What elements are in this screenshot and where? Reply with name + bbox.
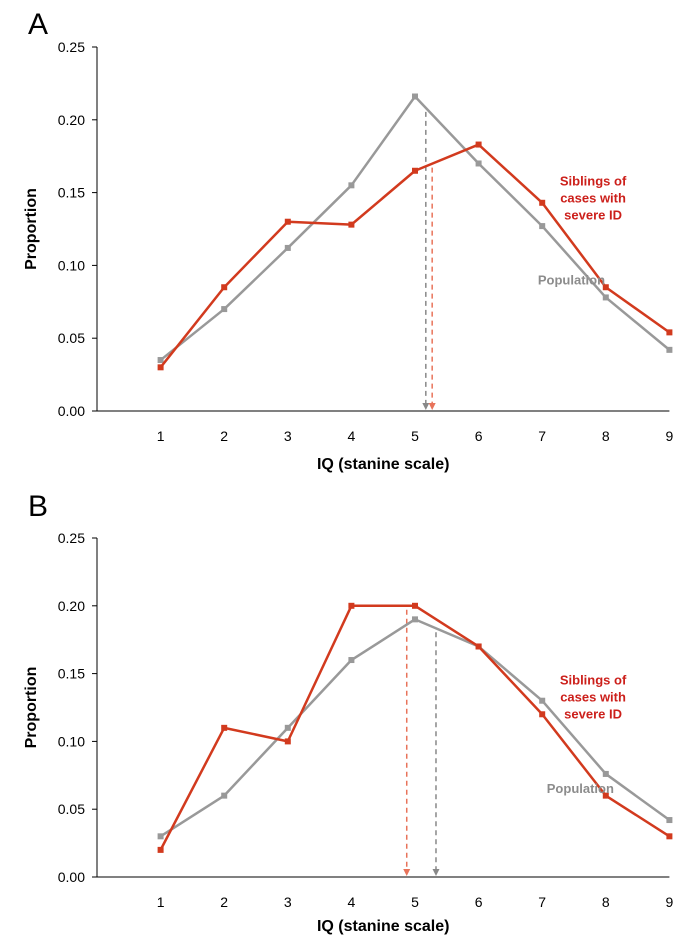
series-annotation: Population xyxy=(547,781,614,796)
data-point-population xyxy=(221,306,228,313)
data-point-population xyxy=(157,357,164,364)
x-tick-label: 7 xyxy=(538,894,546,910)
x-tick-label: 3 xyxy=(284,428,292,444)
series-annotation: Siblings of cases with severe ID xyxy=(560,672,627,721)
y-tick-label: 0.05 xyxy=(58,330,85,346)
y-tick-label: 0.20 xyxy=(58,112,85,128)
data-point-siblings-of-cases-with-severe-id xyxy=(412,167,418,174)
data-point-siblings-of-cases-with-severe-id xyxy=(475,643,482,650)
data-point-population xyxy=(348,182,355,189)
series-line-population xyxy=(159,95,671,362)
data-point-siblings-of-cases-with-severe-id xyxy=(539,711,546,718)
series-line-population xyxy=(159,618,671,838)
y-tick-label: 0.00 xyxy=(58,869,85,885)
data-point-siblings-of-cases-with-severe-id xyxy=(284,218,291,225)
x-tick-label: 8 xyxy=(602,894,610,910)
annotation-line: cases with xyxy=(560,190,626,205)
y-axis-label: Proportion xyxy=(23,188,40,270)
chart-b-svg: 0.00 0.05 0.10 0.15 0.20 0.25 1 2 3 4 5 6 7 8 9 IQ (sta… xyxy=(23,530,674,935)
x-tick-label: 9 xyxy=(666,428,674,444)
x-tick-label: 1 xyxy=(157,894,165,910)
y-axis-label: Proportion xyxy=(23,667,40,749)
x-tick-label: 5 xyxy=(411,428,419,444)
data-point-siblings-of-cases-with-severe-id xyxy=(475,141,482,148)
data-point-population xyxy=(412,616,418,623)
annotation-line: Population xyxy=(538,272,605,287)
data-point-population xyxy=(284,244,291,251)
data-point-siblings-of-cases-with-severe-id xyxy=(602,792,609,799)
mean-marker-arrowhead xyxy=(403,869,411,876)
y-tick-label: 0.15 xyxy=(58,185,85,201)
data-point-siblings-of-cases-with-severe-id xyxy=(157,846,164,853)
x-tick-label: 5 xyxy=(411,894,419,910)
x-tick-label: 1 xyxy=(157,428,165,444)
data-point-population xyxy=(475,160,482,167)
data-point-population xyxy=(602,770,609,777)
chart-panel-b: B 0.00 0.05 0.10 0.15 0.20 0.25 1 2 3 4 5 6 7 8 9 IQ (s… xyxy=(0,485,692,949)
series-annotation: Siblings of cases with severe ID xyxy=(560,173,627,222)
data-point-population xyxy=(602,294,609,301)
x-tick-label: 4 xyxy=(348,894,356,910)
annotation-line: cases with xyxy=(560,689,626,704)
chart-a-svg: 0.00 0.05 0.10 0.15 0.20 0.25 1 2 3 4 5 6 7 8 9 IQ (sta… xyxy=(23,39,674,473)
series-line-siblings-of-cases-with-severe-id xyxy=(159,604,671,851)
y-tick-label: 0.25 xyxy=(58,530,85,546)
x-tick-label: 2 xyxy=(220,428,228,444)
data-point-siblings-of-cases-with-severe-id xyxy=(602,284,609,291)
y-tick-label: 0.20 xyxy=(58,598,85,614)
mean-marker-arrowhead xyxy=(432,869,440,876)
x-tick-label: 8 xyxy=(602,428,610,444)
x-axis-label: IQ (stanine scale) xyxy=(317,918,450,935)
x-tick-label: 6 xyxy=(475,894,483,910)
data-point-siblings-of-cases-with-severe-id xyxy=(666,329,673,336)
data-point-population xyxy=(412,93,418,100)
x-tick-label: 6 xyxy=(475,428,483,444)
x-tick-label: 4 xyxy=(348,428,356,444)
y-tick-label: 0.15 xyxy=(58,666,85,682)
data-point-population xyxy=(539,223,546,230)
panel-label: A xyxy=(28,8,49,41)
data-point-population xyxy=(666,346,673,353)
annotation-line: Population xyxy=(547,781,614,796)
annotation-line: severe ID xyxy=(564,706,622,721)
x-tick-label: 2 xyxy=(220,894,228,910)
annotation-line: severe ID xyxy=(564,207,622,222)
y-tick-label: 0.05 xyxy=(58,801,85,817)
data-point-siblings-of-cases-with-severe-id xyxy=(284,738,291,745)
y-tick-label: 0.10 xyxy=(58,257,85,273)
data-point-siblings-of-cases-with-severe-id xyxy=(348,602,355,609)
data-point-population xyxy=(284,724,291,731)
y-tick-label: 0.25 xyxy=(58,39,85,55)
x-tick-label: 9 xyxy=(666,894,674,910)
data-point-siblings-of-cases-with-severe-id xyxy=(666,833,673,840)
data-point-siblings-of-cases-with-severe-id xyxy=(539,199,546,206)
mean-marker-arrowhead xyxy=(428,403,436,410)
panel-label: B xyxy=(28,490,49,523)
data-point-siblings-of-cases-with-severe-id xyxy=(412,602,418,609)
series-annotation: Population xyxy=(538,272,605,287)
data-point-siblings-of-cases-with-severe-id xyxy=(221,724,228,731)
annotation-line: Siblings of xyxy=(560,173,627,188)
data-point-siblings-of-cases-with-severe-id xyxy=(157,364,164,371)
mean-marker-arrowhead xyxy=(422,403,430,410)
x-tick-label: 3 xyxy=(284,894,292,910)
x-tick-label: 7 xyxy=(538,428,546,444)
data-point-population xyxy=(348,657,355,664)
annotation-line: Siblings of xyxy=(560,672,627,687)
y-tick-label: 0.00 xyxy=(58,403,85,419)
y-tick-label: 0.10 xyxy=(58,733,85,749)
data-point-population xyxy=(221,792,228,799)
data-point-population xyxy=(539,697,546,704)
data-point-population xyxy=(157,833,164,840)
data-point-population xyxy=(666,817,673,824)
data-point-siblings-of-cases-with-severe-id xyxy=(348,221,355,228)
data-point-siblings-of-cases-with-severe-id xyxy=(221,284,228,291)
x-axis-label: IQ (stanine scale) xyxy=(317,456,450,473)
chart-panel-a: A 0.00 0.05 0.10 0.15 0.20 0.25 1 2 3 4 5 6 7 8 9 IQ (s… xyxy=(23,8,674,473)
